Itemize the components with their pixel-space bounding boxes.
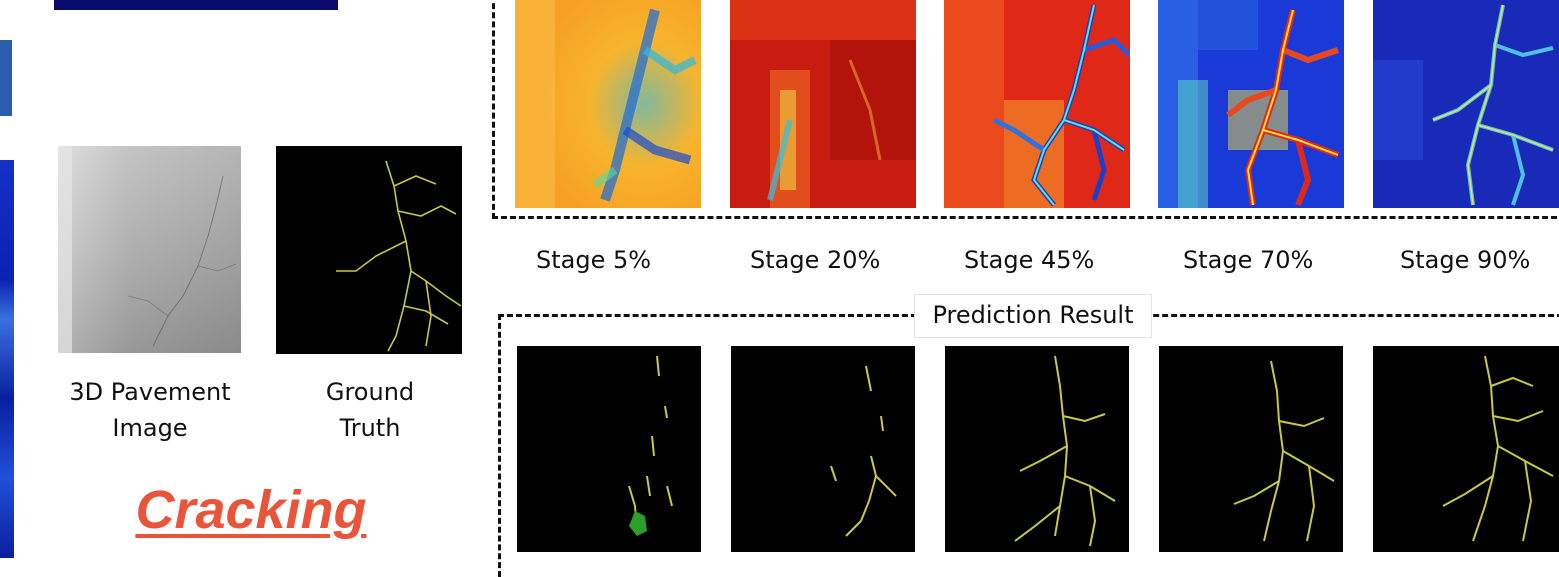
stage-label-20: Stage 20% xyxy=(750,246,881,274)
stage-label-45: Stage 45% xyxy=(964,246,1095,274)
prediction-stage-90 xyxy=(1373,346,1559,552)
heatmap-section-box xyxy=(492,0,1559,219)
pavement-caption-line1: 3D Pavement xyxy=(69,378,231,406)
prediction-stage-45 xyxy=(945,346,1129,552)
prediction-result-title: Prediction Result xyxy=(914,294,1152,338)
prediction-stage-5 xyxy=(517,346,701,552)
pavement-caption-line2: Image xyxy=(112,414,188,442)
stage-label-5: Stage 5% xyxy=(536,246,652,274)
heatmap-stage-5 xyxy=(515,0,701,208)
ground-truth-image xyxy=(276,146,462,354)
heatmap-stage-20 xyxy=(730,0,916,208)
left-edge-accent xyxy=(0,40,12,116)
ground-truth-caption-line1: Ground xyxy=(325,378,415,406)
pavement-caption: 3D Pavement Image xyxy=(50,374,250,446)
ground-truth-caption: Ground Truth xyxy=(270,374,470,446)
prediction-stage-70 xyxy=(1159,346,1343,552)
ground-truth-caption-line2: Truth xyxy=(339,414,401,442)
category-label: Cracking xyxy=(135,480,367,540)
pavement-image xyxy=(58,146,241,353)
header-bar xyxy=(54,0,338,10)
heatmap-stage-70 xyxy=(1158,0,1344,208)
heatmap-stage-90 xyxy=(1373,0,1559,208)
stage-label-70: Stage 70% xyxy=(1183,246,1314,274)
prediction-stage-20 xyxy=(731,346,915,552)
heatmap-stage-45 xyxy=(944,0,1130,208)
stage-label-90: Stage 90% xyxy=(1400,246,1531,274)
left-edge-heatmap-strip xyxy=(0,160,14,558)
